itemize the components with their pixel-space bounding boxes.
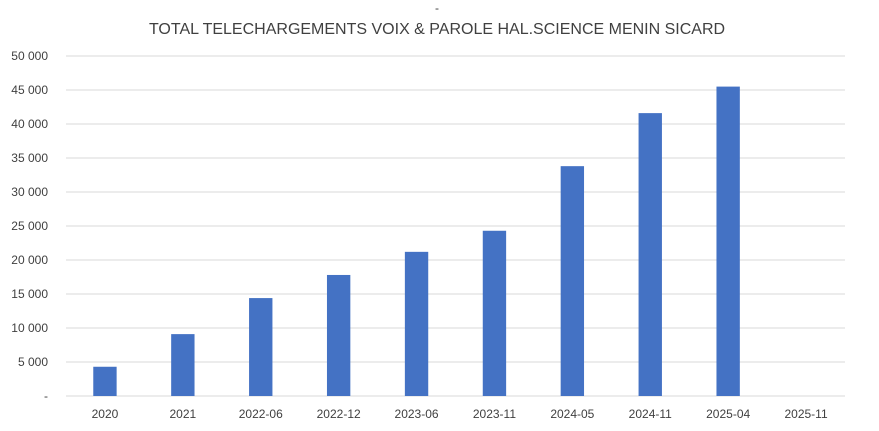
x-tick-label: 2025-11 xyxy=(784,407,827,421)
x-tick-label: 2024-05 xyxy=(550,407,594,421)
bar xyxy=(326,274,351,396)
y-tick-label: 50 000 xyxy=(11,49,48,63)
y-tick-label: 15 000 xyxy=(11,287,48,301)
x-tick-label: 2020 xyxy=(92,407,119,421)
bar xyxy=(404,251,429,396)
y-tick-label: - xyxy=(44,389,48,403)
y-tick-label: 5 000 xyxy=(18,355,48,369)
x-tick-label: 2022-06 xyxy=(239,407,283,421)
x-tick-label: 2023-11 xyxy=(473,407,516,421)
y-tick-label: 40 000 xyxy=(11,117,48,131)
bar xyxy=(638,113,662,397)
chart-subtitle: - xyxy=(435,1,439,15)
x-tick-label: 2024-11 xyxy=(629,407,672,421)
y-tick-label: 35 000 xyxy=(11,151,48,165)
bar xyxy=(482,230,507,396)
y-tick-label: 10 000 xyxy=(11,321,48,335)
y-tick-label: 45 000 xyxy=(11,83,48,97)
gridlines xyxy=(66,55,845,397)
bar xyxy=(93,366,117,396)
x-axis-ticks: 2020 2021 2022-06 2022-12 2023-06 2023-11 2024… xyxy=(92,407,828,421)
y-axis-ticks: - 5 000 10 000 15 000 20 000 25 000 30 000 35 0… xyxy=(11,49,48,403)
x-tick-label: 2025-04 xyxy=(706,407,750,421)
x-tick-label: 2022-12 xyxy=(317,407,361,421)
y-tick-label: 20 000 xyxy=(11,253,48,267)
chart-title: TOTAL TELECHARGEMENTS VOIX & PAROLE HAL.… xyxy=(149,21,725,38)
bar xyxy=(249,298,273,396)
x-tick-label: 2023-06 xyxy=(395,407,439,421)
bar xyxy=(171,334,195,396)
y-tick-label: 25 000 xyxy=(11,219,48,233)
y-tick-label: 30 000 xyxy=(11,185,48,199)
bar xyxy=(716,86,740,396)
x-tick-label: 2021 xyxy=(169,407,196,421)
bars xyxy=(93,86,740,397)
bar xyxy=(560,166,585,396)
